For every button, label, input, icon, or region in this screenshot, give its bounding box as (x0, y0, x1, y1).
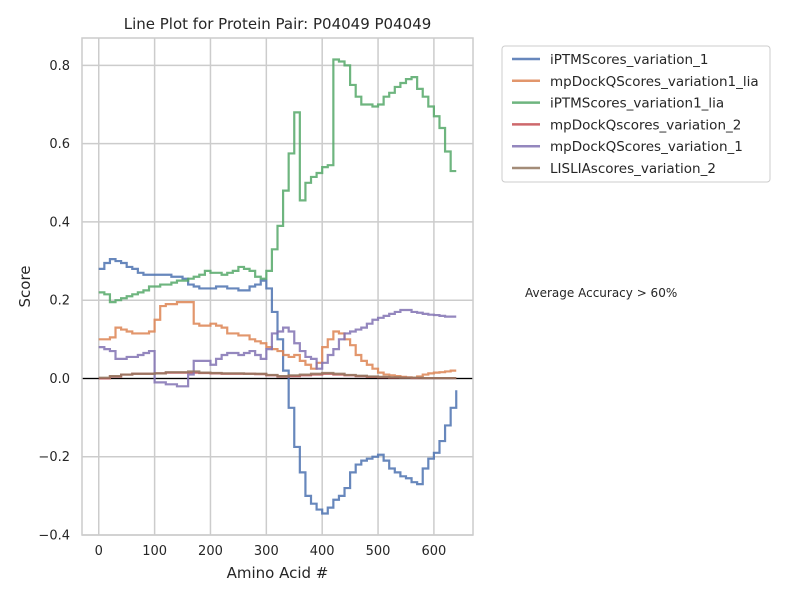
y-axis-label: Score (16, 265, 34, 307)
y-tick-label: 0.8 (49, 59, 70, 74)
x-tick-label: 0 (95, 544, 103, 559)
y-tick-label: 0.0 (49, 372, 70, 387)
legend: iPTMScores_variation_1 mpDockQScores_vari… (501, 45, 771, 183)
legend-label: mpDockQScores_variation1_lia (550, 74, 759, 90)
x-tick-label: 600 (421, 544, 446, 559)
series-line-6 (98, 370, 457, 380)
y-tick-label: 0.6 (49, 137, 70, 152)
legend-box (501, 45, 771, 183)
series-line-1 (98, 258, 458, 515)
y-tick-labels: −0.4 −0.2 0.0 0.2 0.4 0.6 0.8 (38, 59, 70, 544)
y-tick-label: 0.2 (49, 294, 70, 309)
y-tick-label: −0.4 (38, 529, 70, 544)
x-tick-label: 400 (310, 544, 335, 559)
x-tick-label: 300 (254, 544, 279, 559)
chart-title: Line Plot for Protein Pair: P04049 P0404… (124, 15, 432, 33)
y-tick-label: 0.4 (49, 215, 70, 230)
legend-label: iPTMScores_variation1_lia (550, 96, 724, 112)
legend-label: LISLIAscores_variation_2 (550, 161, 716, 177)
x-tick-label: 200 (198, 544, 223, 559)
series-line-3 (98, 58, 457, 304)
series-line-5 (98, 308, 457, 388)
grid (82, 38, 473, 536)
legend-label: iPTMScores_variation_1 (550, 52, 708, 68)
series-lines (98, 58, 458, 515)
legend-items: iPTMScores_variation_1 mpDockQScores_vari… (512, 52, 759, 177)
legend-label: mpDockQscores_variation_2 (550, 117, 741, 133)
plot-frame (81, 37, 474, 536)
x-tick-labels: 0 100 200 300 400 500 600 (95, 544, 447, 559)
y-tick-label: −0.2 (38, 450, 70, 465)
accuracy-annotation: Average Accuracy > 60% (525, 286, 677, 300)
x-tick-label: 100 (142, 544, 167, 559)
x-tick-label: 500 (366, 544, 391, 559)
legend-label: mpDockQScores_variation_1 (550, 139, 743, 155)
x-axis-label: Amino Acid # (227, 564, 329, 582)
